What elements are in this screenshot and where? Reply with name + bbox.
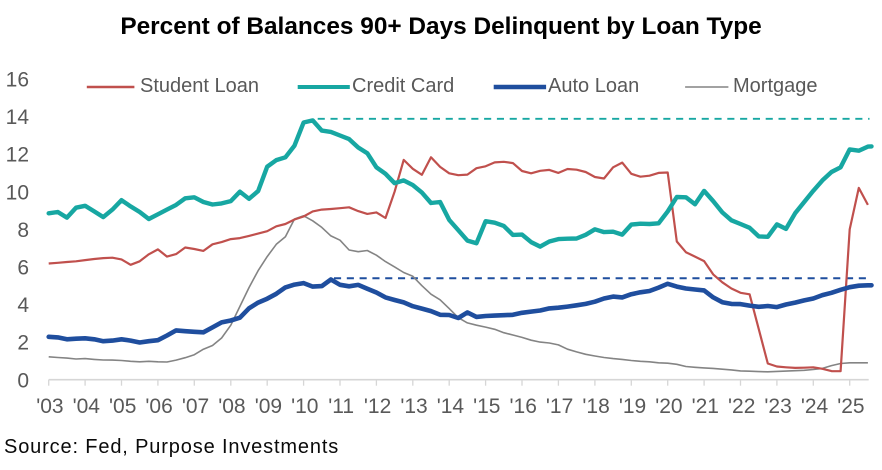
svg-text:'21: '21 — [692, 395, 719, 418]
svg-text:'08: '08 — [218, 395, 245, 418]
svg-text:'06: '06 — [145, 395, 172, 418]
svg-text:'19: '19 — [619, 395, 646, 418]
svg-text:'15: '15 — [473, 395, 500, 418]
svg-text:Student Loan: Student Loan — [140, 75, 259, 97]
svg-text:'07: '07 — [182, 395, 209, 418]
svg-text:'16: '16 — [510, 395, 537, 418]
svg-text:4: 4 — [17, 294, 29, 317]
svg-text:'23: '23 — [764, 395, 791, 418]
svg-text:'03: '03 — [36, 395, 63, 418]
svg-text:Credit Card: Credit Card — [352, 75, 454, 97]
svg-text:'18: '18 — [582, 395, 609, 418]
svg-text:14: 14 — [6, 106, 30, 129]
svg-text:'17: '17 — [546, 395, 573, 418]
svg-text:'13: '13 — [400, 395, 427, 418]
svg-text:16: 16 — [6, 69, 29, 92]
svg-text:Source: Fed, Purpose Investmen: Source: Fed, Purpose Investments — [4, 436, 339, 458]
svg-text:Auto Loan: Auto Loan — [548, 75, 639, 97]
svg-text:'11: '11 — [328, 395, 354, 418]
svg-text:'24: '24 — [801, 395, 829, 418]
svg-text:0: 0 — [17, 369, 29, 392]
svg-text:'12: '12 — [364, 395, 391, 418]
svg-text:6: 6 — [17, 257, 29, 280]
svg-text:8: 8 — [17, 219, 29, 242]
svg-text:'20: '20 — [655, 395, 682, 418]
svg-text:10: 10 — [6, 181, 29, 204]
svg-text:'09: '09 — [255, 395, 282, 418]
svg-text:2: 2 — [17, 332, 29, 355]
svg-text:Mortgage: Mortgage — [733, 75, 818, 97]
svg-text:'04: '04 — [73, 395, 101, 418]
svg-text:12: 12 — [6, 144, 29, 167]
svg-text:'05: '05 — [109, 395, 136, 418]
svg-text:Percent of Balances 90+ Days D: Percent of Balances 90+ Days Delinquent … — [120, 13, 761, 40]
svg-text:'22: '22 — [728, 395, 755, 418]
svg-text:'14: '14 — [437, 395, 465, 418]
svg-text:'10: '10 — [291, 395, 318, 418]
svg-text:'25: '25 — [837, 395, 864, 418]
